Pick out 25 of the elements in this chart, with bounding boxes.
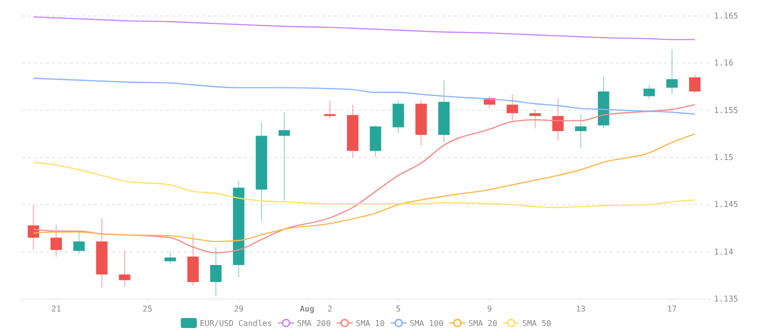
legend-label: SMA 20	[468, 319, 498, 328]
y-tick-label: 1.14	[714, 247, 734, 256]
y-tick-label: 1.16	[714, 58, 734, 68]
legend-label: SMA 200	[297, 319, 331, 328]
legend-label: SMA 50	[522, 319, 552, 328]
y-tick-label: 1.165	[714, 12, 738, 21]
x-tick-label: 2	[327, 304, 332, 314]
legend-label: SMA 10	[356, 319, 385, 328]
legend-label: EUR/USD Candles	[200, 319, 272, 328]
x-tick-label: 9	[487, 304, 492, 314]
y-tick-label: 1.15	[714, 153, 734, 162]
y-tick-label: 1.155	[714, 106, 738, 115]
line-series	[32, 78, 696, 115]
legend-label: SMA 100	[410, 319, 444, 328]
x-tick-label: 13	[576, 304, 586, 314]
y-tick-label: 1.135	[714, 294, 738, 304]
x-tick-label: 29	[234, 304, 244, 314]
x-tick-label: 17	[667, 304, 677, 314]
line-series	[32, 162, 696, 208]
x-tick-label: 5	[396, 304, 401, 314]
x-tick-label: Aug	[300, 304, 314, 314]
y-tick-label: 1.145	[714, 200, 738, 210]
line-series	[32, 16, 696, 40]
x-tick-label: 25	[142, 304, 152, 314]
x-tick-label: 21	[51, 304, 62, 314]
